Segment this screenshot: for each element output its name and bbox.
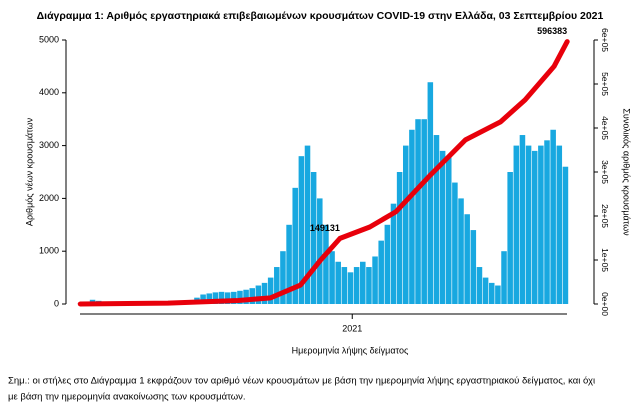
y2-tick-label: 6e+05 [600,28,610,52]
bar [421,119,427,304]
bar [292,187,298,304]
bar [495,285,501,304]
bar [231,291,237,304]
bar [218,291,225,304]
y-tick-label: 4000 [39,87,59,97]
annotation: 596383 [537,26,567,36]
annotation: 149131 [310,223,340,233]
bar [310,172,317,304]
y2-tick-label: 2e+05 [600,204,610,228]
bar [323,224,329,304]
bar [476,267,483,304]
bar [267,277,274,304]
bar [458,198,464,304]
bar [274,267,280,304]
bar [433,135,440,304]
bar [353,267,360,304]
bar [304,145,311,304]
bar [206,293,213,304]
bar [513,145,520,304]
bar [200,294,206,304]
cumulative-line [77,39,570,307]
bar [341,267,348,304]
bar [317,198,323,304]
bar [525,145,532,304]
bar [470,230,477,304]
x-tick-label: 2021 [342,323,362,333]
bar [366,267,372,304]
bar [403,145,409,304]
bar [249,288,255,304]
bar [562,166,569,304]
bar [390,203,397,304]
bar [347,272,354,304]
bar [531,150,538,304]
bar [544,140,550,304]
bar [439,150,446,304]
bar [372,256,378,304]
bar [556,145,563,304]
bar [255,285,262,304]
y2-tick-label: 3e+05 [600,160,610,184]
bar [261,282,268,304]
bar [329,251,335,304]
bar [237,290,243,304]
y2-tick-label: 0e+00 [600,292,610,316]
y2-tick-label: 4e+05 [600,116,610,140]
bar [243,289,249,304]
y-tick-label: 2000 [39,193,59,203]
x-axis-title: Ημερομηνία λήψης δείγματος [292,345,409,355]
bar [212,292,219,304]
bar [488,282,495,304]
y-tick-label: 5000 [39,34,59,44]
bar [360,261,366,304]
bar [452,182,458,304]
bar [550,129,556,304]
chart-title: Διάγραμμα 1: Αριθμός εργαστηριακά επιβεβ… [37,10,604,22]
bar [445,156,452,304]
bar [335,261,341,304]
bar [384,224,391,304]
y-tick-label: 0 [54,298,59,308]
footnote: Σημ.: οι στήλες στο Διάγραμμα 1 εκφράζου… [8,376,595,387]
bar [519,135,526,304]
bar [396,172,403,304]
bar [427,82,434,305]
bar [501,251,507,304]
y2-axis-title: Συνολικός αριθμός κρουσμάτων [622,108,632,236]
bar [286,224,292,304]
bar [415,119,421,304]
y-axis-title: Αριθμός νέων κρουσμάτων [24,117,34,226]
bar [507,172,513,304]
bar [482,277,489,304]
bar [464,214,470,304]
footnote: με βάση την ημερομηνία ανακοίνωσης των κ… [8,392,246,403]
bar [224,292,231,304]
y-tick-label: 1000 [39,246,59,256]
bar [409,129,415,304]
bar [378,240,384,304]
bar [280,251,286,304]
y2-tick-label: 5e+05 [600,72,610,96]
bar [298,156,305,304]
bar [538,145,544,304]
y2-tick-label: 1e+05 [600,248,610,272]
y-tick-label: 3000 [39,140,59,150]
